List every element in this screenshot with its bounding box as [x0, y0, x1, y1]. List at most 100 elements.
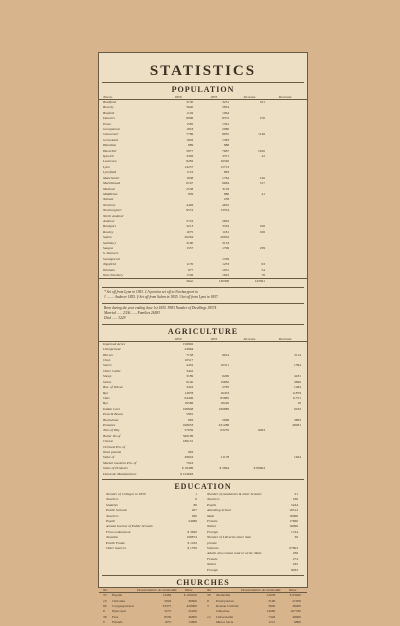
population-row: Swampscott 1339	[99, 257, 307, 262]
column-header: Value	[184, 588, 193, 593]
agriculture-row: Steers 4452 10311 1394	[99, 363, 307, 368]
table-cell: 48281	[292, 422, 301, 427]
table-cell: 29816	[184, 455, 194, 460]
population-row: Newburyport 9572 13354	[99, 208, 307, 213]
table-cell: Topsfield	[103, 262, 116, 267]
note-line: † ........ Andover 1855. § Set off from …	[104, 295, 219, 300]
table-cell: $ 106250	[183, 593, 197, 598]
table-cell: Value of	[103, 455, 115, 460]
table-cell: Nahant	[103, 197, 114, 202]
population-row: Marblehead 6167 6684 517	[99, 181, 307, 186]
table-cell: 3189	[186, 374, 194, 379]
churches-left-column: No Denomination Accommodat. Value 33 Bapt…	[99, 588, 203, 625]
church-row: 6 Friends 1675 13800	[99, 620, 203, 625]
table-cell: Adults who cannot read or write: Male	[207, 551, 262, 556]
table-cell: 15713	[220, 164, 230, 169]
table-cell: 258	[223, 197, 230, 202]
table-cell: 18	[297, 401, 301, 406]
agriculture-table: Improved Acres 156802 Unimproved 24964 Horse…	[99, 342, 307, 477]
table-cell: 21	[294, 492, 299, 496]
table-cell: 3666	[293, 379, 301, 384]
table-cell: 6	[103, 620, 105, 625]
population-heading: POPULATION	[171, 85, 235, 94]
table-cell: Swampscott	[103, 256, 120, 261]
agriculture-row: Domestic Manufactures $ 124663	[99, 472, 307, 477]
table-cell: 24086	[188, 519, 197, 524]
table-cell: 8263	[291, 567, 298, 572]
table-cell: 9800	[294, 620, 301, 625]
table-cell: Number of Academies & other Schools	[207, 492, 262, 496]
table-cell: 8014	[222, 352, 230, 357]
education-right-column: Number of Academies & other Schools 21 Tea…	[203, 492, 304, 573]
column-header: 1850	[174, 336, 182, 341]
table-cell: 1075	[186, 229, 194, 234]
table-cell: Friends	[112, 620, 123, 625]
table-cell: 1585	[186, 121, 194, 126]
church-row: Minor Sects 1215 9800	[203, 620, 307, 625]
population-row: Lynnfield 1723 883	[99, 170, 307, 175]
table-cell: 1744	[291, 529, 298, 534]
table-cell: 6140	[186, 379, 194, 384]
table-cell: Bradford	[103, 100, 116, 104]
table-cell: 156802	[182, 341, 194, 346]
table-cell: 1181	[222, 229, 230, 234]
table-cell: 76	[261, 273, 266, 277]
education-row: Adults who cannot read or write: Male 186	[203, 551, 304, 556]
population-row: Lynn 14257 15713	[99, 165, 307, 170]
divider	[102, 575, 304, 577]
table-cell: Salem	[103, 235, 112, 240]
table-cell: 880	[223, 191, 230, 196]
table-cell: 1746	[186, 273, 194, 277]
table-cell: Boxford	[103, 110, 115, 115]
education-row: Taxation 108874	[102, 535, 203, 540]
churches-header: No Denomination Accommodat. Value	[203, 588, 307, 594]
table-cell: 4652	[222, 202, 230, 207]
table-cell: 24964	[184, 347, 194, 352]
table-cell: 38	[207, 593, 211, 598]
education-row: Students 80	[102, 503, 203, 508]
table-cell: Native	[207, 524, 217, 529]
table-cell: 1031	[222, 267, 230, 272]
table-cell: 883	[187, 417, 194, 422]
table-cell: 1796	[222, 245, 230, 250]
table-cell: Rye	[103, 390, 109, 395]
table-cell: 3150	[186, 100, 194, 104]
table-cell: 13800	[188, 620, 197, 625]
table-cell: 16586	[184, 401, 194, 406]
table-cell: $ 18489	[181, 466, 194, 471]
table-cell: Public Schools	[106, 508, 127, 513]
table-cell: Baptist	[112, 593, 123, 598]
table-cell: 3319	[222, 224, 230, 229]
table-cell: Potatoes	[103, 422, 116, 427]
table-cell: Saugus	[103, 245, 114, 250]
table-cell: Bus. of Wheat	[103, 385, 123, 390]
education-row: Number of Libraries other than private 39	[203, 535, 304, 546]
table-cell: 16096	[289, 524, 298, 529]
education-row: Number of Academies & other Schools 21	[203, 492, 304, 497]
table-cell: Haverhill	[103, 148, 117, 153]
population-row: Beverly 5640 5854	[99, 105, 307, 110]
population-header: Towns. 1850 1855 Increase Decrease	[99, 95, 307, 100]
table-cell: 33	[103, 593, 107, 598]
table-cell: $ 1182	[187, 540, 198, 545]
table-cell: Georgetown	[103, 127, 121, 132]
table-cell: 5716	[186, 218, 194, 223]
table-cell: 1624	[293, 455, 301, 460]
table-cell: 20934	[220, 235, 230, 240]
table-cell: 13484	[162, 593, 172, 598]
church-row: 33 Baptist 13484 $ 106250	[99, 593, 203, 598]
education-row: Public Schools 407	[102, 508, 203, 513]
agriculture-row: Rye 16586 18220 18	[99, 401, 307, 406]
table-cell: 2538	[186, 186, 194, 191]
table-cell: Taxation	[106, 535, 119, 540]
table-cell: 22	[261, 154, 266, 159]
statistics-sheet: STATISTICS POPULATION Towns. 1850 1855 I…	[98, 52, 308, 624]
table-cell: 5692	[222, 218, 230, 223]
divider	[102, 323, 304, 325]
table-cell: 8372	[222, 116, 230, 121]
table-cell: Unimproved	[103, 347, 121, 352]
table-cell: 4181	[293, 374, 301, 379]
table-cell: 1233	[222, 262, 230, 267]
column-header: Accommodat.	[262, 588, 282, 593]
column-header: Value	[288, 588, 297, 593]
